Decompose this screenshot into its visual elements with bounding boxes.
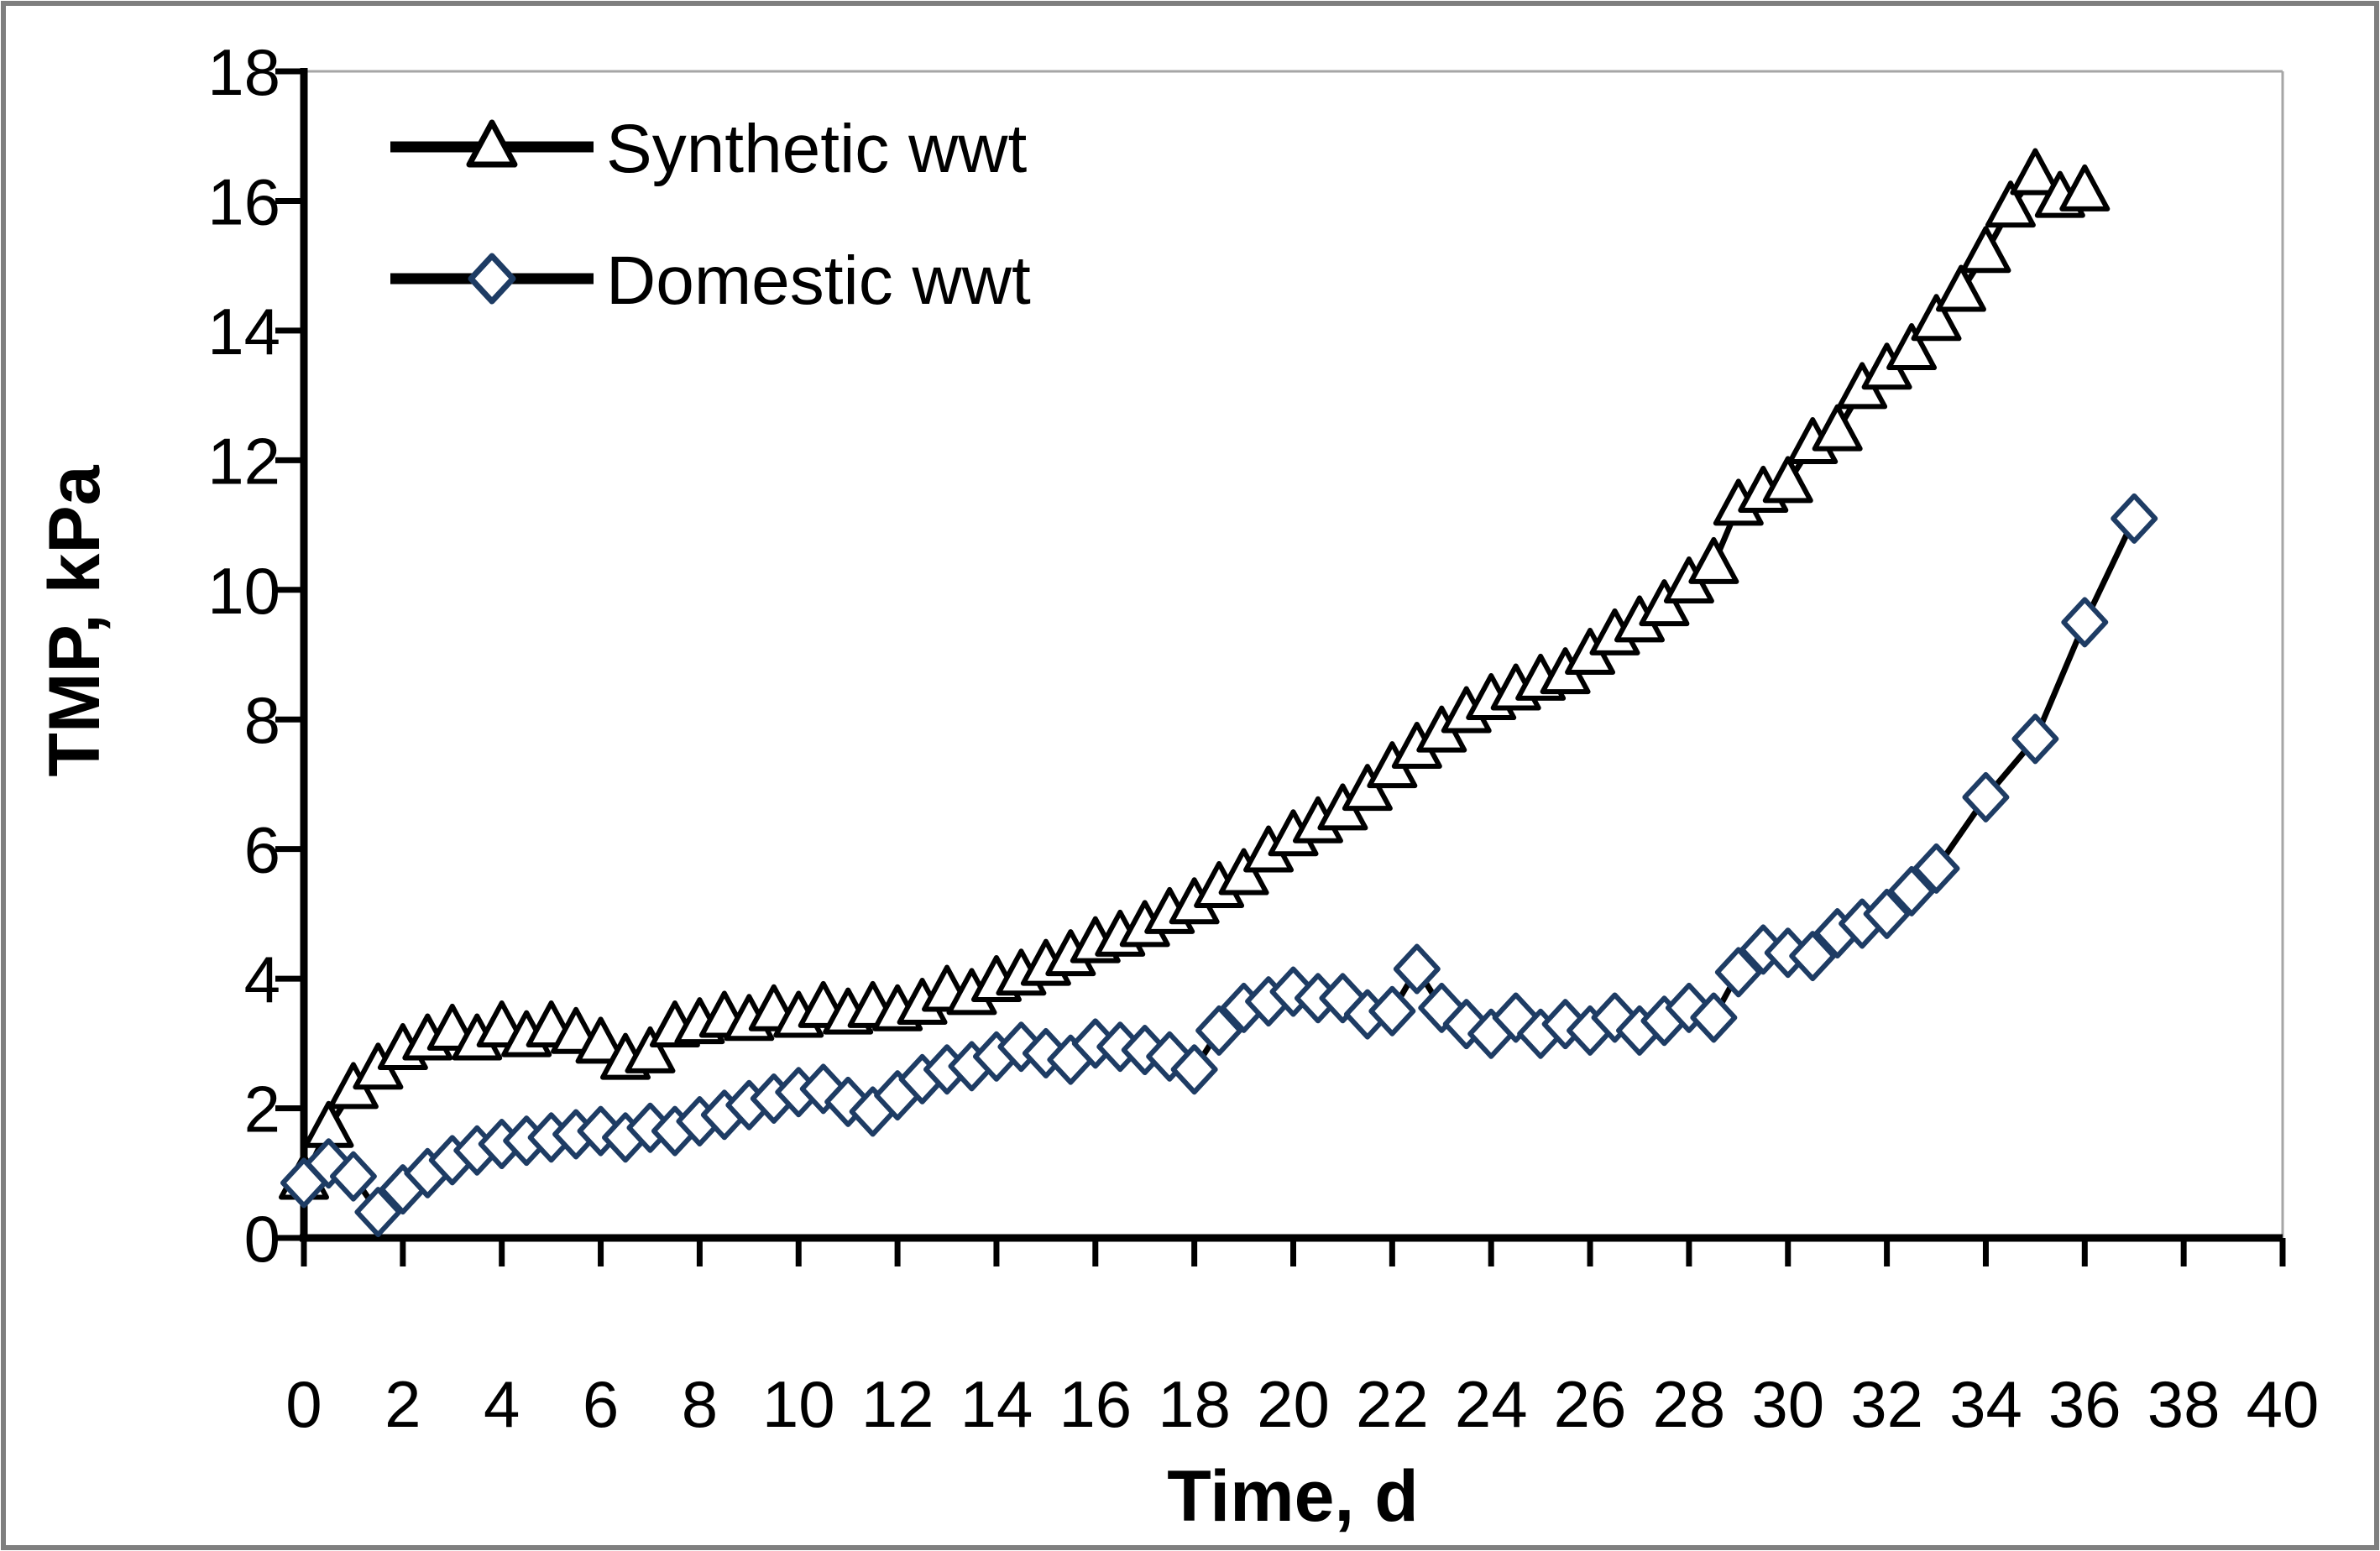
x-tick-label: 12 — [861, 1367, 934, 1441]
legend-diamond-marker-icon — [468, 253, 516, 305]
axes — [275, 68, 2286, 1266]
x-tick-label: 24 — [1455, 1367, 1528, 1441]
x-tick-label: 34 — [1949, 1367, 2022, 1441]
x-tick-label: 0 — [285, 1367, 322, 1441]
legend: Synthetic wwt Domestic wwt — [390, 111, 1031, 319]
diamond-marker — [1146, 1031, 1194, 1082]
triangle-marker — [575, 1016, 626, 1064]
x-tick-label: 2 — [384, 1367, 421, 1441]
x-tick-label: 16 — [1059, 1367, 1132, 1441]
y-tick-label: 0 — [244, 1202, 280, 1276]
x-tick-label: 38 — [2147, 1367, 2220, 1441]
y-tick-label: 10 — [207, 554, 280, 628]
y-tick-label: 2 — [244, 1073, 280, 1146]
diamond-marker — [2111, 493, 2158, 544]
x-tick-label: 26 — [1554, 1367, 1627, 1441]
x-tick-label: 28 — [1653, 1367, 1726, 1441]
series-synthetic-wwt — [279, 148, 2111, 1200]
diamond-marker — [1319, 973, 1367, 1024]
legend-marker-samples — [390, 119, 594, 305]
diamond-marker — [1442, 999, 1490, 1050]
diamond-marker — [1368, 985, 1416, 1037]
diamond-marker — [1789, 931, 1837, 982]
x-tick-label: 22 — [1356, 1367, 1429, 1441]
diamond-marker — [1195, 1005, 1243, 1056]
plot-area-border — [304, 70, 2284, 1238]
triangle-marker — [1886, 323, 1938, 371]
diamond-marker — [824, 1076, 872, 1127]
y-axis-title: TMP, kPa — [34, 464, 115, 776]
y-tick-label: 14 — [207, 295, 280, 368]
x-tick-label: 14 — [960, 1367, 1033, 1441]
x-tick-label: 40 — [2247, 1367, 2320, 1441]
diamond-marker — [2011, 713, 2059, 765]
y-tick-label: 6 — [244, 813, 280, 887]
legend-label-domestic: Domestic wwt — [606, 243, 1031, 319]
diamond-marker — [1418, 982, 1466, 1033]
triangle-marker — [1812, 404, 1863, 452]
x-axis-tick-labels: 0 2 4 6 8 10 12 14 16 18 20 22 24 26 28 30 32 34 36 38 40 — [285, 1367, 2319, 1441]
diamond-marker — [1690, 992, 1738, 1043]
triangle-marker — [1688, 536, 1739, 584]
y-tick-label: 8 — [244, 683, 280, 757]
diamond-marker — [2061, 597, 2109, 648]
triangle-marker — [1960, 226, 2011, 274]
x-tick-label: 32 — [1850, 1367, 1923, 1441]
triangle-marker — [2059, 164, 2111, 212]
triangle-marker — [1985, 180, 2036, 228]
triangle-marker — [1911, 294, 1962, 342]
diamond-marker — [1393, 943, 1441, 995]
x-tick-label: 8 — [682, 1367, 718, 1441]
diamond-marker — [1912, 843, 1960, 894]
triangle-marker — [1762, 456, 1813, 504]
y-tick-label: 4 — [244, 943, 280, 1016]
triangle-marker — [2010, 148, 2061, 196]
y-tick-label: 18 — [207, 35, 280, 109]
legend-triangle-marker-icon — [466, 119, 518, 168]
diamond-marker — [329, 1151, 377, 1202]
diamond-marker — [1170, 1044, 1218, 1095]
x-tick-label: 4 — [484, 1367, 520, 1441]
x-tick-label: 10 — [762, 1367, 835, 1441]
diamond-marker — [1962, 771, 2010, 822]
y-tick-label: 16 — [207, 164, 280, 238]
diamond-marker — [1863, 888, 1911, 939]
x-tick-label: 6 — [583, 1367, 619, 1441]
y-axis-tick-labels: 0 2 4 6 8 10 12 14 16 18 — [207, 35, 280, 1276]
y-tick-label: 12 — [207, 424, 280, 498]
diamond-marker — [1714, 947, 1762, 998]
series-domestic-wwt — [280, 493, 2158, 1238]
x-axis-title: Time, d — [1167, 1456, 1419, 1537]
diamond-marker — [354, 1187, 402, 1238]
x-tick-label: 20 — [1257, 1367, 1330, 1441]
x-tick-label: 30 — [1751, 1367, 1824, 1441]
triangle-marker — [1935, 264, 1986, 312]
diamond-marker — [1888, 865, 1936, 916]
legend-label-synthetic: Synthetic wwt — [606, 111, 1028, 187]
x-tick-label: 36 — [2048, 1367, 2121, 1441]
triangle-marker — [625, 1026, 676, 1073]
x-tick-label: 18 — [1158, 1367, 1231, 1441]
